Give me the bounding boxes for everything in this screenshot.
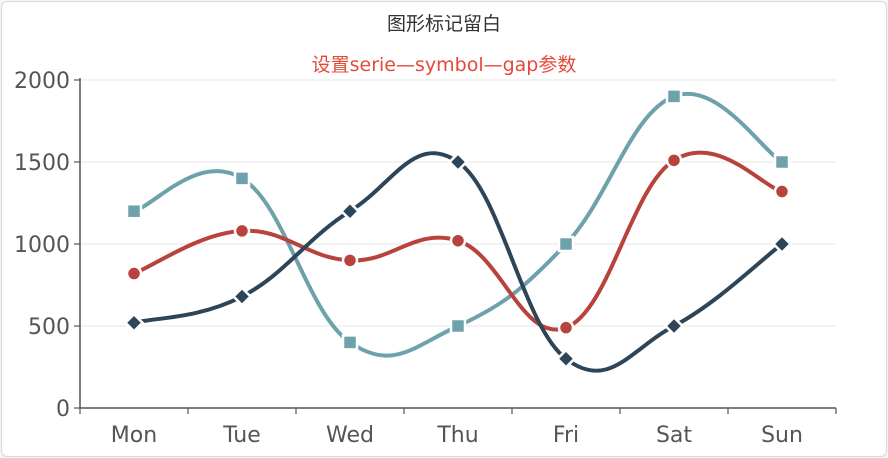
chart-title: 图形标记留白 xyxy=(387,13,501,35)
series-2-point-fri[interactable] xyxy=(555,348,577,370)
series-1-point-sat[interactable] xyxy=(665,152,683,169)
series-2-point-tue[interactable] xyxy=(231,286,253,307)
chart-subtitle: 设置serie—symbol—gap参数 xyxy=(312,54,577,76)
axes: 0 500 1000 1500 2000 Mon Tue Wed Thu Fri Sat Sun xyxy=(14,69,837,448)
x-tick-label-tue: Tue xyxy=(222,423,261,448)
series-group xyxy=(123,88,793,373)
x-tick-label-mon: Mon xyxy=(111,423,157,448)
series-2-point-sun[interactable] xyxy=(771,233,793,255)
series-0-point-mon[interactable] xyxy=(125,202,143,220)
y-tick-label-2000: 2000 xyxy=(14,69,70,94)
series-2-point-thu[interactable] xyxy=(447,151,469,173)
series-1-point-sun[interactable] xyxy=(773,183,791,200)
x-tick-label-sat: Sat xyxy=(656,423,692,448)
series-0-point-sun[interactable] xyxy=(773,153,791,171)
x-tick-label-wed: Wed xyxy=(326,423,374,448)
x-tick-label-sun: Sun xyxy=(761,423,803,448)
series-1-point-wed[interactable] xyxy=(341,252,359,269)
series-line-0 xyxy=(132,92,784,358)
series-1-point-mon[interactable] xyxy=(125,265,143,282)
series-0-point-fri[interactable] xyxy=(557,235,575,253)
series-0-point-sat[interactable] xyxy=(665,88,683,105)
series-1-point-thu[interactable] xyxy=(449,232,467,249)
series-2-point-mon[interactable] xyxy=(123,312,145,333)
y-tick-label-0: 0 xyxy=(56,397,70,422)
x-tick-label-thu: Thu xyxy=(436,423,478,448)
x-tick-label-fri: Fri xyxy=(553,423,579,448)
series-0-point-wed[interactable] xyxy=(341,334,359,351)
y-tick-label-1000: 1000 xyxy=(14,233,70,258)
series-line-2 xyxy=(132,151,784,373)
y-tick-label-1500: 1500 xyxy=(14,151,70,176)
series-1-point-fri[interactable] xyxy=(557,319,575,336)
series-0-point-tue[interactable] xyxy=(233,170,251,187)
series-0-point-thu[interactable] xyxy=(449,317,467,335)
series-2-point-sat[interactable] xyxy=(663,315,685,337)
series-1-point-tue[interactable] xyxy=(233,222,251,240)
grid-lines xyxy=(80,79,836,327)
series-2-point-wed[interactable] xyxy=(339,200,361,222)
y-tick-label-500: 500 xyxy=(28,315,70,340)
